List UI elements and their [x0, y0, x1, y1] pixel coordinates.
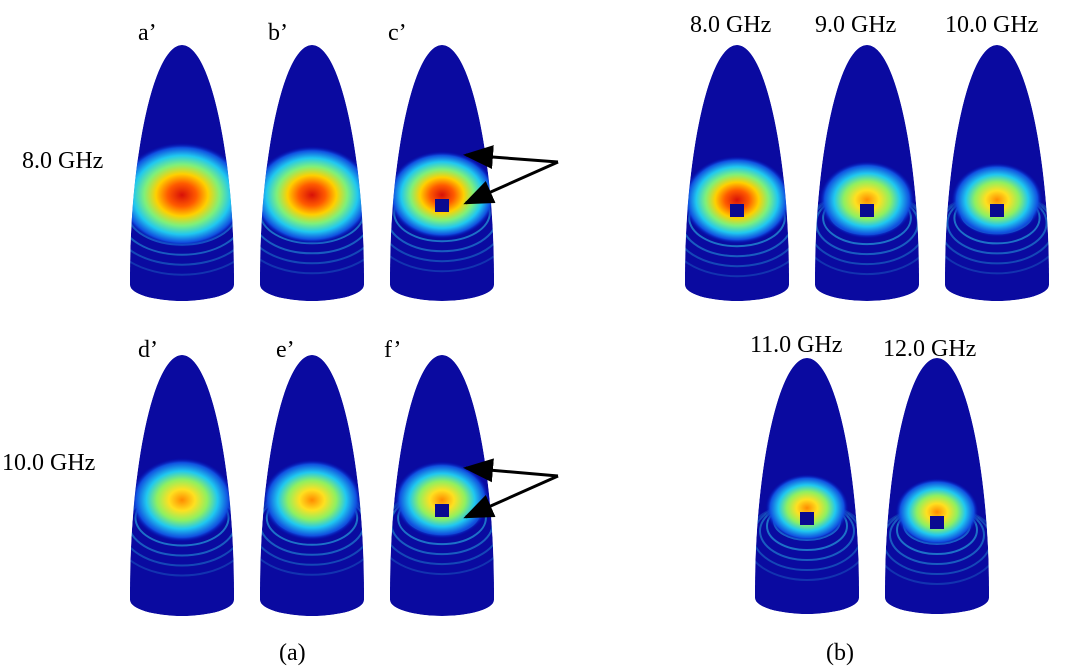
hotspot: [685, 155, 789, 245]
row-label: 10.0 GHz: [2, 450, 95, 476]
frequency-label: 9.0 GHz: [815, 12, 896, 38]
panel-label: b’: [268, 20, 288, 46]
arrow: [463, 160, 559, 205]
cone: [815, 45, 919, 301]
hotspot: [390, 150, 494, 240]
hotspot: [130, 142, 234, 248]
caption: (a): [279, 640, 306, 666]
hotspot: [260, 145, 364, 245]
cone: [390, 45, 494, 301]
defect: [800, 512, 814, 525]
hotspot: [950, 162, 1044, 238]
cone: [390, 355, 494, 616]
panel-label: e’: [276, 337, 295, 363]
defect: [435, 504, 449, 517]
cone: [885, 358, 989, 614]
caption: (b): [826, 640, 854, 666]
panel-label: f’: [384, 337, 401, 363]
defect: [435, 199, 449, 212]
cone: [260, 45, 364, 301]
hotspot: [818, 160, 916, 240]
arrow: [463, 458, 559, 483]
hotspot: [393, 460, 491, 540]
panel-label: d’: [138, 337, 158, 363]
cone: [130, 355, 234, 616]
defect: [930, 516, 944, 529]
hotspot: [130, 457, 234, 543]
hotspot: [765, 474, 849, 542]
arrows: [463, 145, 559, 519]
hotspot: [895, 478, 979, 546]
panel-label: a’: [138, 20, 157, 46]
cone: [685, 45, 789, 301]
arrow: [463, 474, 559, 519]
cone: [130, 45, 234, 301]
frequency-label: 8.0 GHz: [690, 12, 771, 38]
row-label: 8.0 GHz: [22, 148, 103, 174]
frequency-label: 11.0 GHz: [750, 332, 842, 358]
panel-label: c’: [388, 20, 407, 46]
cone: [945, 45, 1049, 301]
defect: [730, 204, 744, 217]
defect: [990, 204, 1004, 217]
arrow: [463, 145, 559, 170]
cone: [755, 358, 859, 614]
frequency-label: 12.0 GHz: [883, 336, 976, 362]
defect: [860, 204, 874, 217]
cones: [130, 45, 1049, 616]
cone: [260, 355, 364, 616]
frequency-label: 10.0 GHz: [945, 12, 1038, 38]
hotspot: [261, 459, 363, 541]
